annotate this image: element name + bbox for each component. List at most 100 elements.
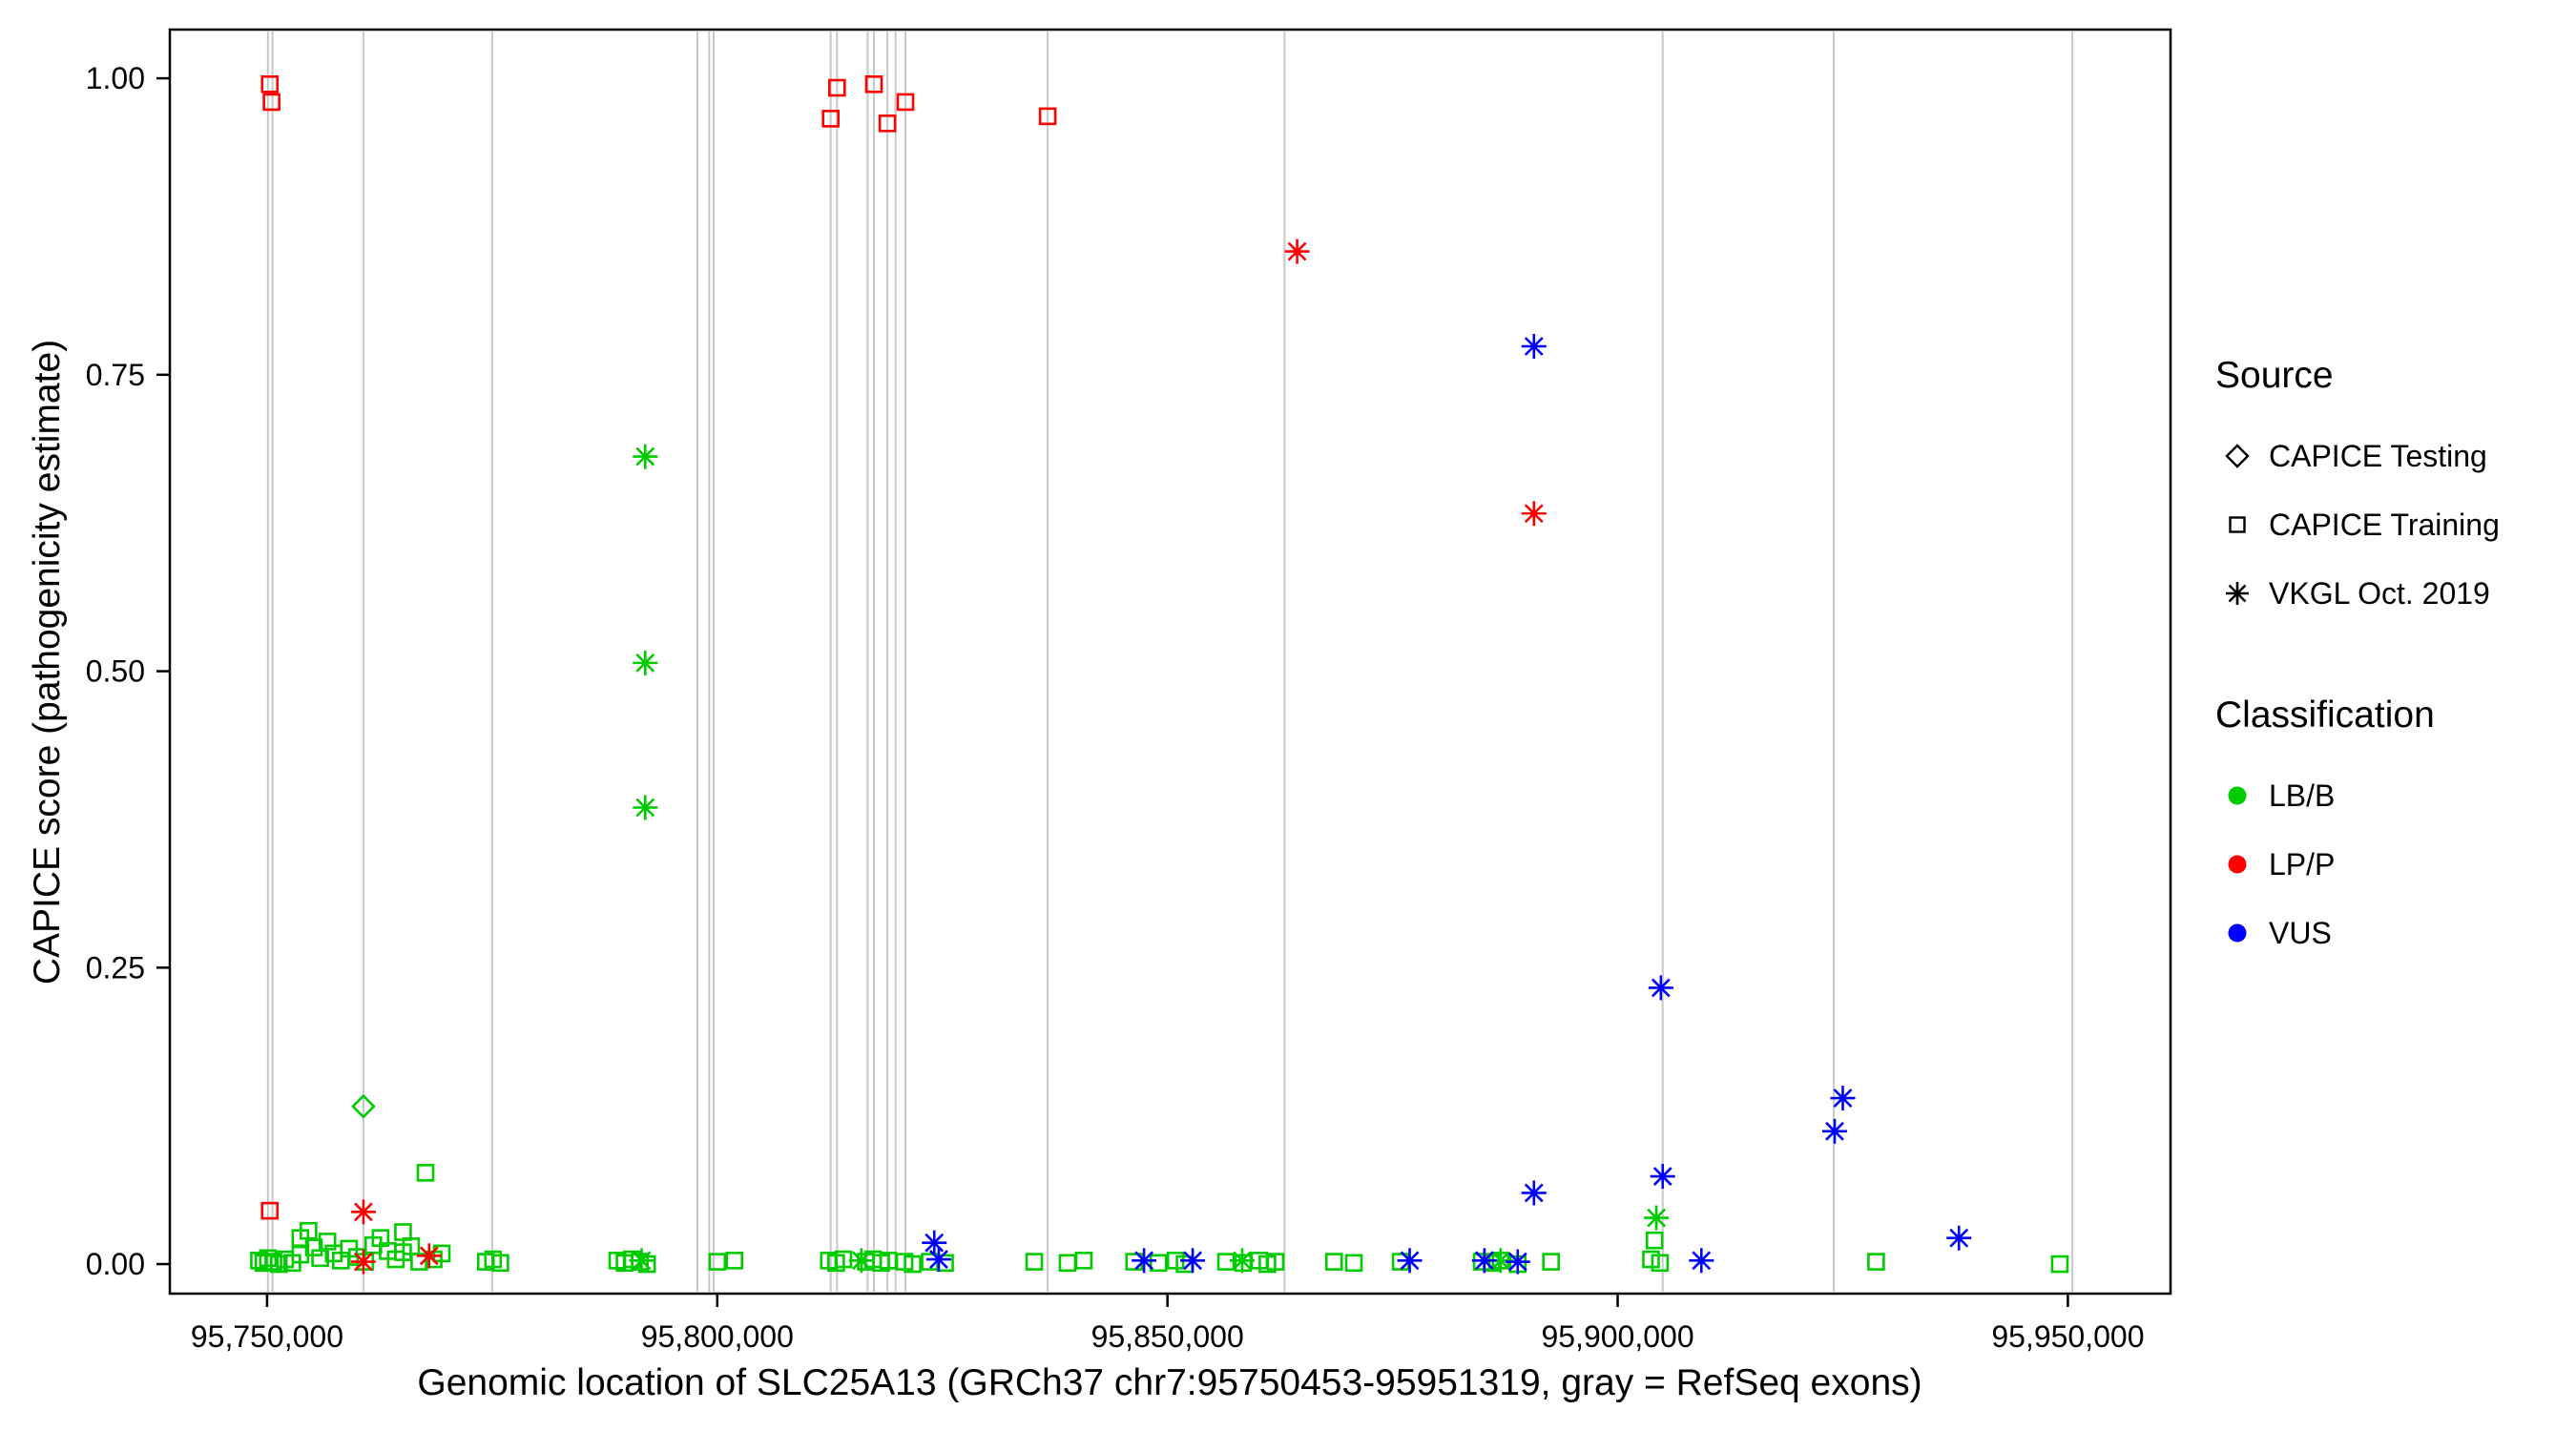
data-point-square (300, 1221, 318, 1240)
data-point-square (262, 93, 280, 112)
legend-item-label: LB/B (2269, 778, 2336, 813)
y-tick-label: 0.00 (86, 1247, 145, 1281)
data-point-square (896, 93, 915, 112)
legend-group-source: Source CAPICE Testing CAPICE Training (2215, 355, 2500, 628)
data-point-asterisk (1134, 1251, 1154, 1271)
legend-classification-title: Classification (2215, 695, 2435, 736)
legend-source-title: Source (2215, 355, 2334, 396)
legend-item-label: LP/P (2269, 846, 2336, 881)
data-point-square (269, 1255, 288, 1274)
legend-item-label: VUS (2269, 915, 2332, 950)
data-point-square (1266, 1253, 1285, 1271)
data-point-square (318, 1233, 337, 1251)
data-point-square (260, 75, 280, 93)
x-tick-label: 95,750,000 (191, 1319, 343, 1354)
data-point-asterisk (1652, 1167, 1672, 1186)
data-point-asterisk (929, 1250, 948, 1269)
data-point-asterisk (1524, 504, 1544, 524)
data-point-asterisk (1233, 1251, 1252, 1271)
square-icon (2215, 506, 2259, 544)
legend-item-label: VKGL Oct. 2019 (2269, 575, 2490, 611)
data-point-asterisk (353, 1252, 373, 1272)
data-point-asterisk (1949, 1228, 1969, 1248)
red-dot-icon (2215, 845, 2259, 883)
data-point-asterisk (1287, 241, 1307, 261)
data-point-square (821, 110, 841, 128)
legend-item-vus: VUS (2215, 899, 2500, 967)
y-tick-label: 1.00 (86, 61, 145, 95)
data-point-square (828, 78, 846, 97)
data-point-asterisk (1507, 1252, 1527, 1272)
data-point-asterisk (635, 653, 655, 673)
legend-item-label: CAPICE Training (2269, 507, 2500, 542)
data-point-square (1058, 1254, 1077, 1273)
asterisk-icon (2215, 574, 2259, 612)
data-point-asterisk (1400, 1251, 1420, 1271)
data-point-square (1651, 1254, 1670, 1273)
data-point-square (725, 1252, 744, 1270)
data-point-asterisk (1490, 1251, 1510, 1271)
data-point-asterisk (1524, 1183, 1544, 1203)
data-point-asterisk (635, 798, 655, 818)
legend-item-capice-testing: CAPICE Testing (2215, 422, 2500, 490)
data-point-asterisk (1524, 337, 1544, 356)
data-point-square (1074, 1252, 1093, 1270)
y-tick-label: 0.25 (86, 950, 145, 985)
legend-item-vkgl: VKGL Oct. 2019 (2215, 559, 2500, 628)
data-point-square (1867, 1253, 1885, 1271)
data-point-asterisk (1647, 1208, 1667, 1228)
y-tick-label: 0.50 (86, 654, 145, 689)
data-point-square (491, 1254, 509, 1273)
data-point-square (416, 1164, 435, 1182)
data-point-asterisk (353, 1202, 373, 1222)
data-point-square (1038, 107, 1057, 126)
data-point-square (1025, 1253, 1044, 1271)
y-tick-label: 0.75 (86, 358, 145, 392)
data-point-square (264, 1253, 282, 1271)
data-point-asterisk (635, 446, 655, 467)
panel-border (168, 28, 2172, 1296)
data-point-square (304, 1238, 323, 1256)
legend-item-lbb: LB/B (2215, 761, 2500, 830)
data-point-asterisk (1692, 1251, 1712, 1271)
x-tick-label: 95,900,000 (1541, 1319, 1693, 1354)
data-point-asterisk (1183, 1251, 1203, 1271)
data-point-square (259, 1249, 278, 1268)
data-point-asterisk (632, 1251, 652, 1271)
legend: Source CAPICE Testing CAPICE Training (2215, 355, 2500, 967)
data-point-asterisk (851, 1251, 871, 1271)
data-point-asterisk (1833, 1089, 1853, 1108)
data-point-asterisk (419, 1246, 439, 1266)
data-point-square (1642, 1250, 1660, 1269)
data-point-square (708, 1253, 727, 1271)
data-point-asterisk (1825, 1121, 1844, 1141)
data-point-square (394, 1223, 412, 1241)
green-dot-icon (2215, 777, 2259, 815)
data-point-diamond (351, 1093, 376, 1119)
data-point-square (1149, 1254, 1168, 1273)
x-tick-label: 95,800,000 (641, 1319, 794, 1354)
x-tick-label: 95,850,000 (1091, 1319, 1244, 1354)
data-point-square (432, 1244, 451, 1263)
data-point-asterisk (1474, 1251, 1494, 1271)
x-tick-label: 95,950,000 (1991, 1319, 2144, 1354)
data-point-square (904, 1255, 922, 1274)
legend-group-classification: Classification LB/B LP/P (2215, 695, 2500, 967)
legend-item-capice-training: CAPICE Training (2215, 490, 2500, 559)
x-axis-title: Genomic location of SLC25A13 (GRCh37 chr… (417, 1362, 1922, 1403)
data-point-square (1344, 1254, 1363, 1273)
data-point-square (1324, 1253, 1343, 1271)
legend-item-lpp: LP/P (2215, 830, 2500, 899)
data-point-asterisk (924, 1233, 945, 1253)
data-point-asterisk (1651, 978, 1671, 998)
data-point-square (1542, 1253, 1561, 1271)
y-axis-title: CAPICE score (pathogenicity estimate) (27, 339, 68, 985)
data-point-square (878, 114, 897, 133)
data-point-square (311, 1249, 329, 1268)
data-point-square (1645, 1231, 1664, 1250)
legend-item-label: CAPICE Testing (2269, 438, 2487, 473)
blue-dot-icon (2215, 914, 2259, 952)
data-point-square (2050, 1255, 2069, 1274)
